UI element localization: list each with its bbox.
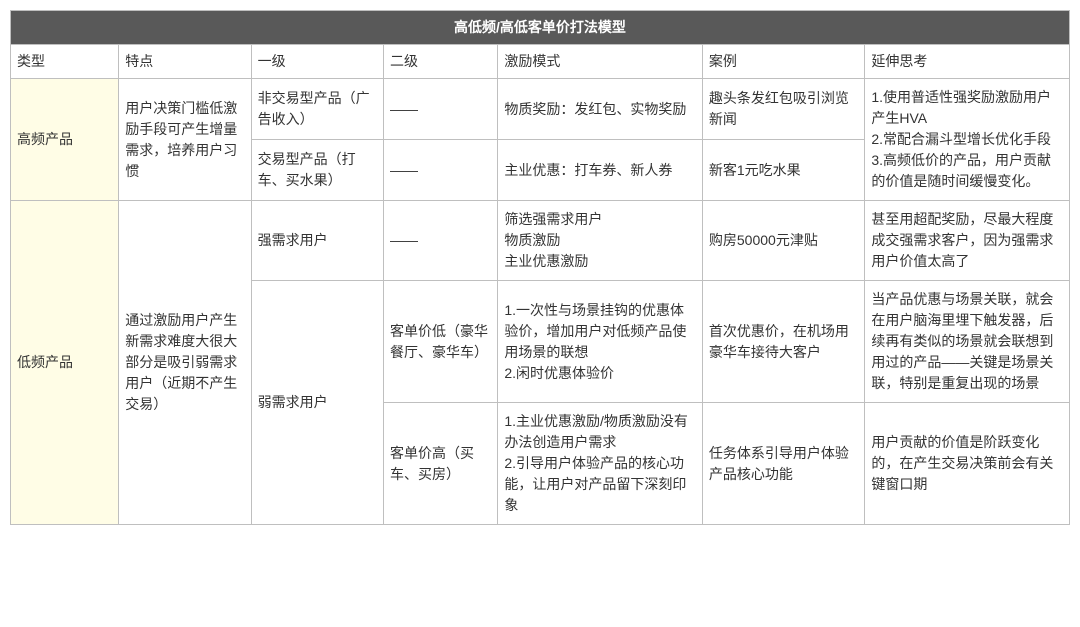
case-lowticket: 首次优惠价，在机场用豪华车接待大客户 — [702, 281, 864, 403]
level2-nontx: —— — [384, 79, 498, 140]
think-strong: 甚至用超配奖励，尽最大程度成交强需求客户，因为强需求用户价值太高了 — [865, 201, 1070, 281]
level2-tx: —— — [384, 140, 498, 201]
feature-low-freq: 通过激励用户产生新需求难度大很大部分是吸引弱需求用户（近期不产生交易） — [119, 201, 251, 525]
mode-nontx: 物质奖励：发红包、实物奖励 — [498, 79, 703, 140]
level2-highticket: 客单价高（买车、买房） — [384, 403, 498, 525]
row-hf-nontx: 高频产品 用户决策门槛低激励手段可产生增量需求，培养用户习惯 非交易型产品（广告… — [11, 79, 1070, 140]
col-type: 类型 — [11, 45, 119, 79]
mode-highticket: 1.主业优惠激励/物质激励没有办法创造用户需求2.引导用户体验产品的核心功能，让… — [498, 403, 703, 525]
col-level2: 二级 — [384, 45, 498, 79]
level1-tx: 交易型产品（打车、买水果） — [251, 140, 383, 201]
case-tx: 新客1元吃水果 — [702, 140, 864, 201]
playbook-table: 高低频/高低客单价打法模型 类型 特点 一级 二级 激励模式 案例 延伸思考 高… — [10, 10, 1070, 525]
title-row: 高低频/高低客单价打法模型 — [11, 11, 1070, 45]
think-lowticket: 当产品优惠与场景关联，就会在用户脑海里埋下触发器，后续再有类似的场景就会联想到用… — [865, 281, 1070, 403]
feature-high-freq: 用户决策门槛低激励手段可产生增量需求，培养用户习惯 — [119, 79, 251, 201]
type-low-freq: 低频产品 — [11, 201, 119, 525]
type-high-freq: 高频产品 — [11, 79, 119, 201]
level2-strong: —— — [384, 201, 498, 281]
col-case: 案例 — [702, 45, 864, 79]
table-title: 高低频/高低客单价打法模型 — [11, 11, 1070, 45]
mode-lowticket: 1.一次性与场景挂钩的优惠体验价，增加用户对低频产品使用场景的联想2.闲时优惠体… — [498, 281, 703, 403]
col-mode: 激励模式 — [498, 45, 703, 79]
row-lf-strong: 低频产品 通过激励用户产生新需求难度大很大部分是吸引弱需求用户（近期不产生交易）… — [11, 201, 1070, 281]
mode-tx: 主业优惠：打车券、新人券 — [498, 140, 703, 201]
mode-strong: 筛选强需求用户物质激励主业优惠激励 — [498, 201, 703, 281]
level2-lowticket: 客单价低（豪华餐厅、豪华车） — [384, 281, 498, 403]
case-nontx: 趣头条发红包吸引浏览新闻 — [702, 79, 864, 140]
header-row: 类型 特点 一级 二级 激励模式 案例 延伸思考 — [11, 45, 1070, 79]
col-feature: 特点 — [119, 45, 251, 79]
case-highticket: 任务体系引导用户体验产品核心功能 — [702, 403, 864, 525]
level1-nontx: 非交易型产品（广告收入） — [251, 79, 383, 140]
col-level1: 一级 — [251, 45, 383, 79]
think-high-freq: 1.使用普适性强奖励激励用户产生HVA2.常配合漏斗型增长优化手段3.高频低价的… — [865, 79, 1070, 201]
level1-strong: 强需求用户 — [251, 201, 383, 281]
col-think: 延伸思考 — [865, 45, 1070, 79]
level1-weak: 弱需求用户 — [251, 281, 383, 525]
case-strong: 购房50000元津贴 — [702, 201, 864, 281]
think-highticket: 用户贡献的价值是阶跃变化的，在产生交易决策前会有关键窗口期 — [865, 403, 1070, 525]
